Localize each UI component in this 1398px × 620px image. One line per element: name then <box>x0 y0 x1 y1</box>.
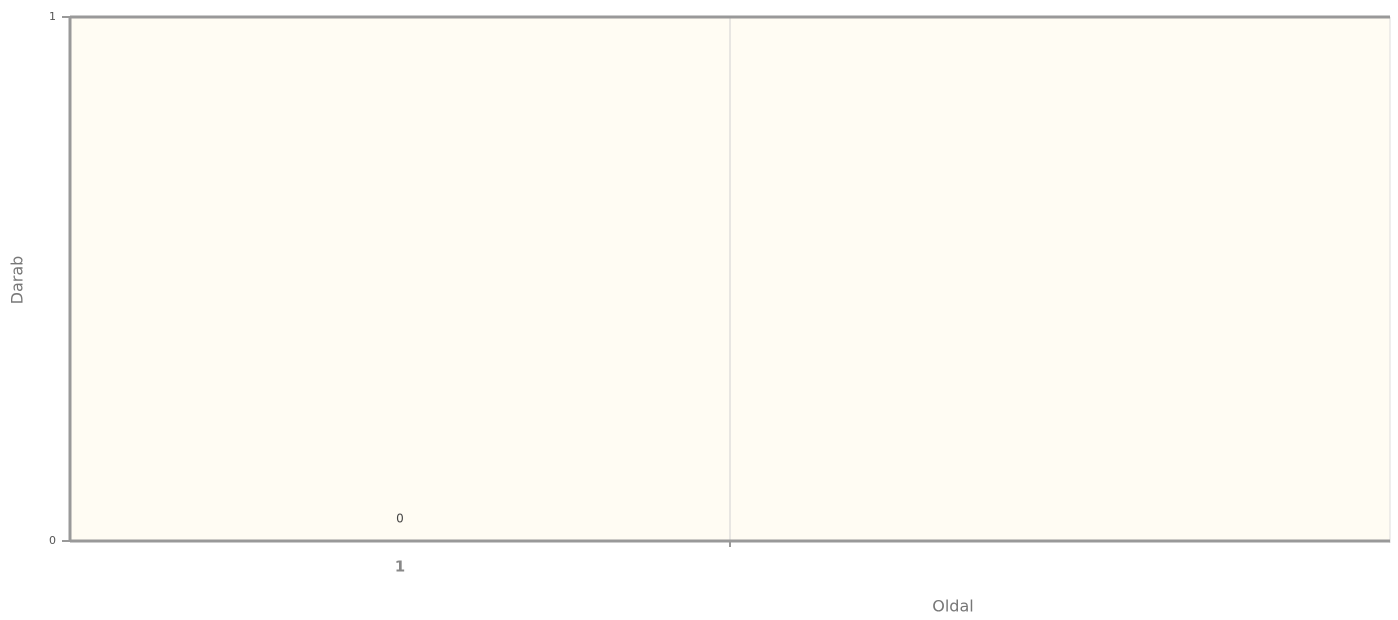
y-tick-label: 1 <box>49 10 56 23</box>
data-label: 0 <box>396 512 404 526</box>
x-tick-label: 1 <box>395 558 405 576</box>
x-axis-label: Oldal <box>932 597 973 616</box>
y-tick-label: 0 <box>49 534 56 547</box>
y-axis-label: Darab <box>8 256 27 305</box>
